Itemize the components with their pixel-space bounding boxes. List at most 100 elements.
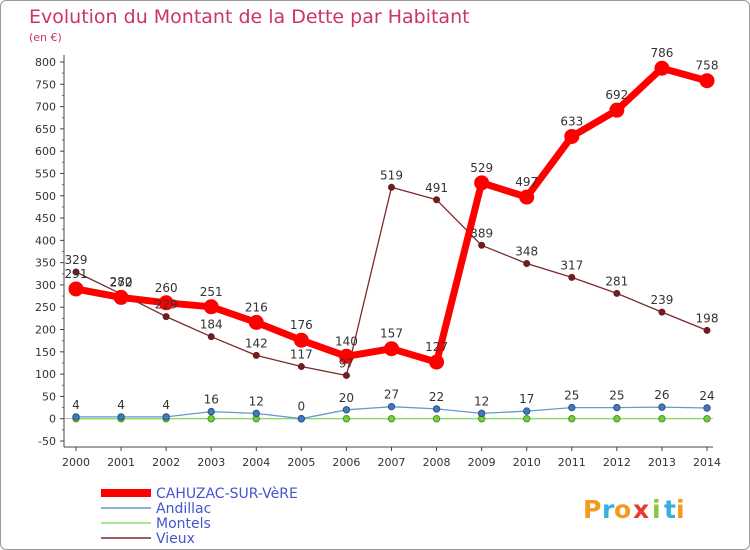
data-point-andillac bbox=[252, 409, 260, 418]
data-point-cahuzac-sur-v-re bbox=[564, 128, 580, 144]
data-point-vieux bbox=[703, 326, 711, 334]
y-tick-label: 600 bbox=[35, 145, 56, 158]
data-label-cahuzac-sur-v-re: 216 bbox=[245, 300, 268, 314]
data-point-cahuzac-sur-v-re bbox=[429, 354, 445, 370]
data-label-andillac: 24 bbox=[699, 389, 714, 403]
data-label-andillac: 25 bbox=[564, 389, 579, 403]
data-point-andillac bbox=[72, 413, 80, 421]
x-tick-label: 2014 bbox=[693, 456, 721, 469]
data-point-cahuzac-sur-v-re bbox=[609, 102, 625, 118]
data-label-cahuzac-sur-v-re: 633 bbox=[560, 114, 583, 128]
data-label-cahuzac-sur-v-re: 692 bbox=[605, 88, 628, 102]
y-tick-label: 300 bbox=[35, 279, 56, 292]
y-tick-label: 750 bbox=[35, 78, 56, 91]
data-point-cahuzac-sur-v-re bbox=[68, 281, 84, 297]
data-label-cahuzac-sur-v-re: 157 bbox=[380, 327, 403, 341]
data-point-andillac bbox=[297, 415, 306, 423]
y-tick-label: 150 bbox=[35, 346, 56, 359]
data-point-andillac bbox=[523, 407, 531, 415]
data-point-andillac bbox=[162, 413, 170, 421]
y-tick-label: 250 bbox=[35, 301, 56, 314]
data-point-vieux bbox=[433, 196, 441, 204]
logo-letter: i bbox=[676, 495, 685, 524]
data-label-cahuzac-sur-v-re: 140 bbox=[335, 334, 358, 348]
data-label-cahuzac-sur-v-re: 497 bbox=[515, 175, 538, 189]
data-label-vieux: 280 bbox=[110, 275, 133, 289]
data-point-cahuzac-sur-v-re bbox=[384, 341, 399, 357]
data-label-vieux: 117 bbox=[290, 348, 313, 362]
logo-letter: P bbox=[583, 495, 601, 524]
y-tick-label: 500 bbox=[35, 190, 56, 203]
data-label-andillac: 12 bbox=[249, 394, 264, 408]
legend-label: Vieux bbox=[156, 531, 195, 547]
data-label-cahuzac-sur-v-re: 786 bbox=[650, 46, 673, 60]
y-tick-label: 650 bbox=[35, 123, 56, 136]
data-label-andillac: 4 bbox=[72, 398, 80, 412]
y-tick-label: 0 bbox=[49, 413, 56, 426]
chart-subtitle: (en €) bbox=[29, 31, 62, 44]
x-tick-label: 2005 bbox=[287, 456, 315, 469]
x-tick-label: 2006 bbox=[332, 456, 360, 469]
data-point-vieux bbox=[388, 183, 395, 191]
series-layer bbox=[68, 60, 715, 423]
data-point-andillac bbox=[387, 402, 396, 411]
x-tick-label: 2007 bbox=[378, 456, 406, 469]
data-point-andillac bbox=[117, 413, 125, 421]
data-label-vieux: 317 bbox=[560, 258, 583, 272]
data-point-andillac bbox=[568, 403, 576, 412]
data-point-vieux bbox=[658, 308, 666, 316]
data-label-cahuzac-sur-v-re: 272 bbox=[110, 275, 133, 289]
data-point-cahuzac-sur-v-re bbox=[474, 175, 490, 191]
data-point-vieux bbox=[72, 268, 80, 276]
data-label-cahuzac-sur-v-re: 291 bbox=[65, 267, 88, 281]
y-tick-label: 800 bbox=[35, 56, 56, 69]
data-label-andillac: 25 bbox=[609, 389, 624, 403]
data-point-cahuzac-sur-v-re bbox=[654, 60, 670, 76]
data-point-andillac bbox=[207, 407, 215, 416]
data-point-montels bbox=[703, 415, 711, 423]
y-tick-label: 550 bbox=[35, 167, 56, 180]
legend-label: CAHUZAC-SUR-VèRE bbox=[156, 486, 298, 502]
data-label-cahuzac-sur-v-re: 127 bbox=[425, 340, 448, 354]
data-point-montels bbox=[523, 415, 531, 423]
data-point-montels bbox=[207, 415, 215, 423]
data-label-vieux: 491 bbox=[425, 181, 448, 195]
data-point-andillac bbox=[613, 403, 621, 412]
x-tick-label: 2011 bbox=[558, 456, 586, 469]
data-point-andillac bbox=[703, 404, 711, 412]
data-label-vieux: 329 bbox=[65, 253, 88, 267]
data-point-montels bbox=[432, 415, 441, 423]
data-point-andillac bbox=[342, 406, 351, 414]
x-tick-label: 2013 bbox=[648, 456, 676, 469]
data-label-cahuzac-sur-v-re: 758 bbox=[696, 59, 719, 73]
logo-letter: i bbox=[652, 495, 661, 524]
data-label-vieux: 389 bbox=[470, 226, 493, 240]
data-label-andillac: 22 bbox=[429, 390, 444, 404]
x-tick-label: 2004 bbox=[242, 456, 270, 469]
data-point-cahuzac-sur-v-re bbox=[338, 348, 354, 364]
y-tick-label: 350 bbox=[35, 257, 56, 270]
data-label-andillac: 16 bbox=[204, 393, 219, 407]
logo-letter: t bbox=[664, 495, 676, 524]
y-tick-label: 700 bbox=[35, 101, 56, 114]
data-point-cahuzac-sur-v-re bbox=[158, 295, 174, 311]
data-point-vieux bbox=[613, 289, 621, 297]
data-point-montels bbox=[387, 415, 396, 423]
logo-letter: x bbox=[633, 495, 649, 524]
data-label-andillac: 0 bbox=[298, 400, 306, 414]
data-label-cahuzac-sur-v-re: 251 bbox=[200, 285, 223, 299]
x-tick-label: 2003 bbox=[197, 456, 225, 469]
legend-label: Andillac bbox=[156, 501, 211, 517]
axes: -500501001502002503003504004505005506006… bbox=[35, 55, 721, 469]
data-point-vieux bbox=[207, 333, 215, 341]
data-point-montels bbox=[613, 415, 621, 423]
legend-label: Montels bbox=[156, 516, 211, 532]
data-point-montels bbox=[568, 415, 576, 423]
data-label-cahuzac-sur-v-re: 176 bbox=[290, 318, 313, 332]
data-label-vieux: 198 bbox=[696, 311, 719, 325]
data-point-vieux bbox=[162, 313, 170, 321]
data-point-cahuzac-sur-v-re bbox=[699, 73, 715, 89]
